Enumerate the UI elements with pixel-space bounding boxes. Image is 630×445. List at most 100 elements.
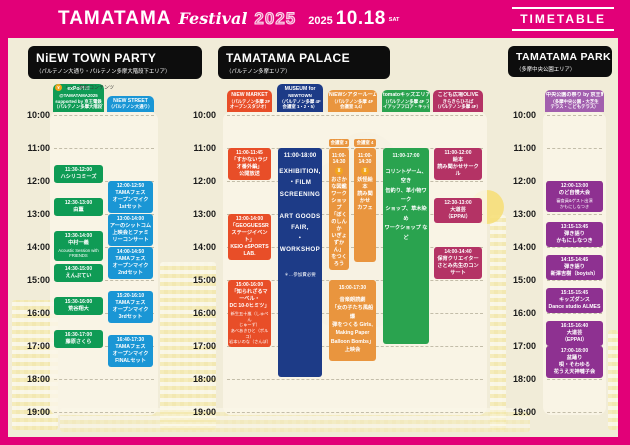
column-header-line: （パルテノン多摩 2F [228,98,271,104]
hour-label: 11:00 [513,143,536,153]
event-block: 16:40-17:30 TAMAフェス オープンマイク FINALセット [108,335,153,368]
hour-label: 17:00 [512,341,536,351]
section-subtitle: （多摩中央公園エリア） [516,67,576,73]
column-header-line: （多摩中央公園・大芝生 [550,98,599,104]
column-header-line: 中央公園の祭り by 京王電鉄 [546,91,603,98]
logo-year: 2025 [254,9,297,29]
hour-label: 18:00 [512,374,536,384]
event-time: 15:20-16:10 [116,292,145,299]
column-header-line: @TAMATAMA2025 [59,92,98,98]
hour-line [547,214,602,215]
event-time: 16:40-17:30 [116,337,145,344]
event-block: 12:00-13:00 のど自慢大会 審査員&ゲスト出演 かもにしなつき [546,181,603,212]
event-time: 11:00-18:00 [283,153,317,159]
legend-text: ・・・有料コンテンツ [64,85,115,91]
column-header-line: テラス・こどもテラス） [550,104,599,110]
hour-line [54,115,154,116]
lane-museum: 11:00-18:00 EXHIBITION, ・FILM SCREENING A… [277,115,323,412]
hour-label: 12:00 [512,176,536,186]
hour-label: 10:00 [512,110,536,120]
event-time: 13:00-14:00 [235,216,264,222]
event-sub: 審査員&ゲスト出演 かもにしなつき [556,198,593,209]
column-header-line: tomatoキッズエリア [383,91,429,98]
hour-label: 10:00 [26,110,50,120]
event-time: 11:30-12:00 [65,166,92,173]
event-block: 13:30-14:00 中村一義 Acoustic Session with FRI… [54,230,103,261]
column-header-olive: こども広場OLIVE きらきらひろば （パルテノン多摩 4F） [433,89,483,112]
hour-label: 19:00 [192,407,216,417]
hour-line [547,313,602,314]
event-time: 13:15-13:45 [560,224,589,231]
lane-street: 12:00-12:50 TAMAフェス オープンマイク 1stセット 13:00-1… [107,115,154,412]
hour-line [54,412,154,413]
column-header-street: NiEW STREET （パルテノン大通り） [107,95,154,112]
hour-label: 16:00 [26,308,50,318]
hour-label: 19:00 [26,407,50,417]
column-header-expop: exPoP!!!! @TAMATAMA2025 supported by 京王電鉄（… [53,84,104,112]
hour-line [54,346,154,347]
event-date: 2025 10.18 SAT [308,8,399,30]
lane-market: 11:00-11:45 「すかないラジオ番外編」 公開放送 13:00-14:00 「… [227,115,272,412]
hour-line [54,247,154,248]
event-time: 11:00-12:00 [444,150,472,156]
event-title: 藤原さくら [65,338,92,345]
hour-label: 11:00 [27,143,50,153]
column-header-line: （パルテノン大通り） [108,104,153,110]
column-header-line: supported by 京王電鉄 [55,98,102,104]
event-block: 13:00-14:00 アーのシットコム 上映会とファミ リーコンサート [108,214,153,247]
event-block: 14:00-14:50 TAMAフェス オープンマイク 2ndセット [108,247,153,280]
event-time: 13:30-14:00 [64,232,93,239]
event-title: 荒谷翔大 [68,305,89,312]
hour-label: 15:00 [192,275,216,285]
event-sub: 新生五十嵐（しゅぺん じゅーず） あべあきひと（ポルコ） 岩本いのな（さんぽ） [229,311,271,345]
column-header-line: MUSEUM for [284,86,316,93]
hour-line [227,379,483,380]
event-title: 「GEOGUESSR ステージイベント」 KEIO eSPORTS LAB. [230,223,269,258]
festival-logo: TAMATAMA Festival 2025 [58,8,296,30]
event-time: 16:15-16:40 [560,323,589,330]
hour-line [547,280,602,281]
hour-line [547,412,602,413]
section-header-palace: TAMATAMA PALACE （パルテノン多摩エリア） [218,46,390,79]
hour-label: 19:00 [512,407,536,417]
hour-line [227,412,483,413]
event-block: 15:00-17:30 音楽朗読劇 「女の子たち風船爆 弾をつくる Girls, … [329,280,376,361]
time-rail-town: 10:00 11:00 12:00 13:00 14:00 15:00 16:00 17:00… [20,110,50,417]
event-title: 絵本 読み聞かせサークル [437,157,479,178]
hour-line [54,148,154,149]
event-title: 盆踊り 唄・そわゆる 花うえ天神囃子会 [553,355,596,376]
event-time: 17:00-18:00 [560,348,589,354]
event-block: 15:30-16:00 荒谷翔大 [54,296,103,315]
event-title: ハシリコミーズ [60,173,97,180]
hour-line [54,181,154,182]
event-block: 12:00-12:50 TAMAフェス オープンマイク 1stセット [108,181,153,214]
event-block: 13:00-14:00 「GEOGUESSR ステージイベント」 KEIO eSP… [228,214,271,261]
event-block: 11:00-18:00 EXHIBITION, ・FILM SCREENING A… [278,148,322,377]
event-time: 12:00-12:50 [116,183,145,189]
event-time: 14:15-14:45 [560,257,589,264]
time-rail-palace: 10:00 11:00 12:00 13:00 14:00 15:00 16:00 17:00… [186,110,216,417]
hour-line [54,214,154,215]
event-block: 11:00-11:45 「すかないラジオ番外編」 公開放送 [228,148,271,181]
date-day: 10.18 [335,8,386,29]
event-title: TAMAフェス オープンマイク 1stセット [112,190,149,211]
column-header-theater: NiEWシアタールーム （パルテノン多摩 4F 会議室 3,4） [328,89,377,112]
event-block: 15:20-16:10 TAMAフェス オープンマイク 3rdセット [108,290,153,323]
section-header-park: TAMATAMA PARK （多摩中央公園エリア） [508,46,612,77]
column-header-line: （パルテノン多摩 4F [331,98,374,104]
frame-right [618,38,630,445]
column-header-line: NiEW MARKET [231,91,268,98]
event-time: 13:00-14:00 [116,216,145,222]
event-block: 17:00-18:00 盆踊り 唄・そわゆる 花うえ天神囃子会 [546,346,603,379]
event-title: TAMAフェス オープンマイク 2ndセット [112,256,149,277]
event-time: 15:30-16:00 [64,298,93,305]
event-title: TAMAフェス オープンマイク FINALセット [112,344,149,365]
hour-label: 17:00 [192,341,216,351]
lane-olive: 11:00-12:00 絵本 読み聞かせサークル 12:30-13:00 大道芸 （E… [433,115,483,412]
column-header-line: NiEW STREET [113,97,148,104]
event-title: EXHIBITION, ・FILM SCREENING ART GOODS FA… [279,168,321,254]
column-header-tomato: tomatoキッズエリア（パルテノン多摩 4F プレイアップフロア・キッチン前） [382,89,430,112]
event-block: 16:15-16:40 大道芸 （EPPAI） [546,321,603,347]
event-title: 由薫 [73,206,84,213]
hour-label: 10:00 [192,110,216,120]
